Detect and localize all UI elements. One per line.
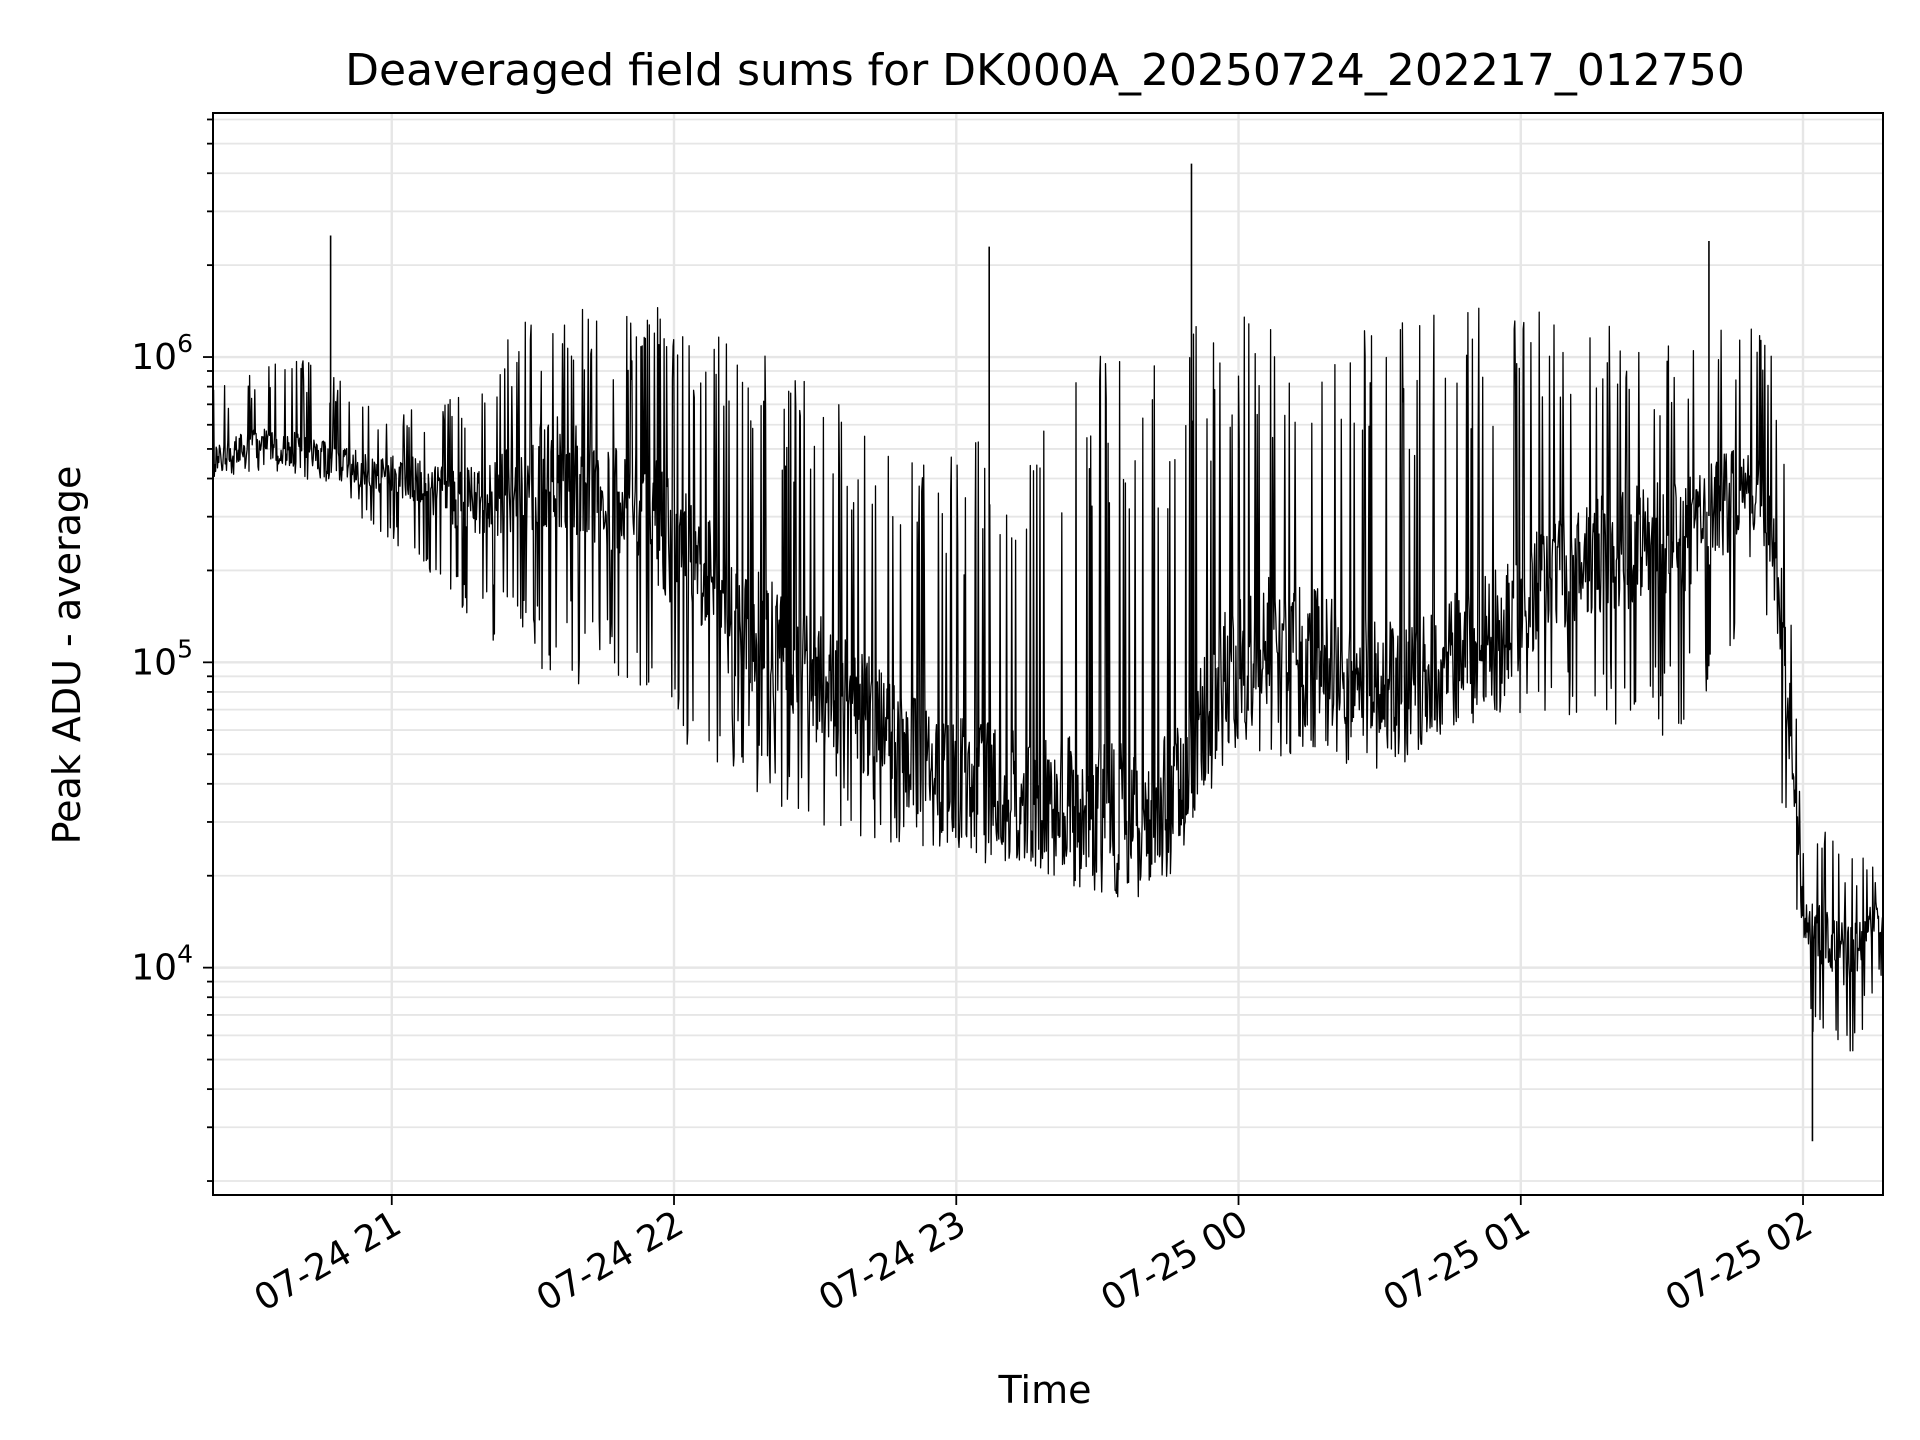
y-tick-base: 10 xyxy=(131,337,177,378)
y-tick-label: 104 xyxy=(131,940,193,989)
plot-frame xyxy=(212,112,1884,1196)
y-tick-exponent: 4 xyxy=(177,940,193,969)
y-tick-base: 10 xyxy=(131,948,177,989)
y-tick-label: 106 xyxy=(131,329,193,378)
y-tick-exponent: 6 xyxy=(177,329,193,358)
chart-title: Deaveraged field sums for DK000A_2025072… xyxy=(345,45,1745,96)
data-series xyxy=(212,163,1884,1142)
series-line xyxy=(212,307,1884,1052)
y-tick-label: 105 xyxy=(131,634,193,683)
x-axis-label: Time xyxy=(998,1368,1092,1412)
y-tick-base: 10 xyxy=(131,642,177,683)
y-axis-label: Peak ADU - average xyxy=(45,466,89,845)
axes xyxy=(212,112,1884,1196)
y-tick-exponent: 5 xyxy=(177,634,193,663)
